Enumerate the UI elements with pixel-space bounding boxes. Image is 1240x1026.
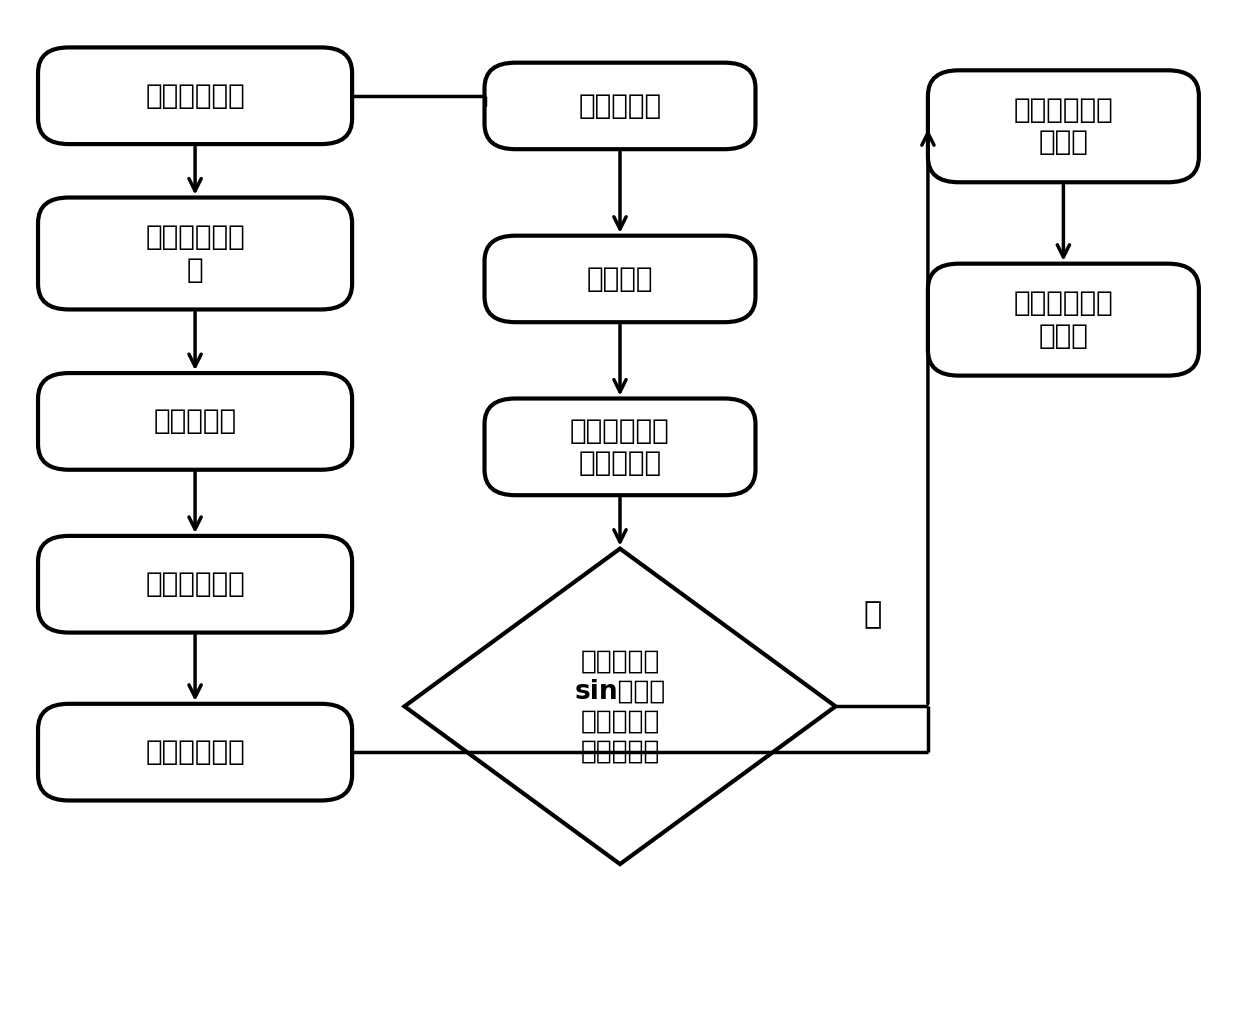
Polygon shape: [404, 549, 836, 864]
FancyBboxPatch shape: [38, 47, 352, 144]
Text: 图像平滑滤波: 图像平滑滤波: [145, 570, 246, 598]
Text: 图像灰度化: 图像灰度化: [154, 407, 237, 435]
FancyBboxPatch shape: [928, 71, 1199, 183]
Text: 基于先验知识
的霍夫变换: 基于先验知识 的霍夫变换: [570, 417, 670, 477]
Text: 过滤筛选最佳
车道线: 过滤筛选最佳 车道线: [1013, 96, 1114, 157]
FancyBboxPatch shape: [485, 63, 755, 149]
FancyBboxPatch shape: [38, 536, 352, 633]
Text: 骨架提取: 骨架提取: [587, 265, 653, 293]
FancyBboxPatch shape: [38, 373, 352, 470]
FancyBboxPatch shape: [485, 398, 755, 496]
FancyBboxPatch shape: [928, 264, 1199, 376]
Text: 感兴趣区域分
割: 感兴趣区域分 割: [145, 224, 246, 284]
Text: 是: 是: [863, 600, 882, 629]
FancyBboxPatch shape: [38, 198, 352, 310]
FancyBboxPatch shape: [38, 704, 352, 800]
Text: 车道线夹角
sin值或横
向距离在阈
值范围内？: 车道线夹角 sin值或横 向距离在阈 值范围内？: [574, 648, 666, 764]
Text: 车道线最终识
别显示: 车道线最终识 别显示: [1013, 289, 1114, 350]
FancyBboxPatch shape: [485, 236, 755, 322]
Text: 采集图像视频: 采集图像视频: [145, 82, 246, 110]
Text: 图像边缘检测: 图像边缘检测: [145, 738, 246, 766]
Text: 图像二值化: 图像二值化: [578, 92, 662, 120]
